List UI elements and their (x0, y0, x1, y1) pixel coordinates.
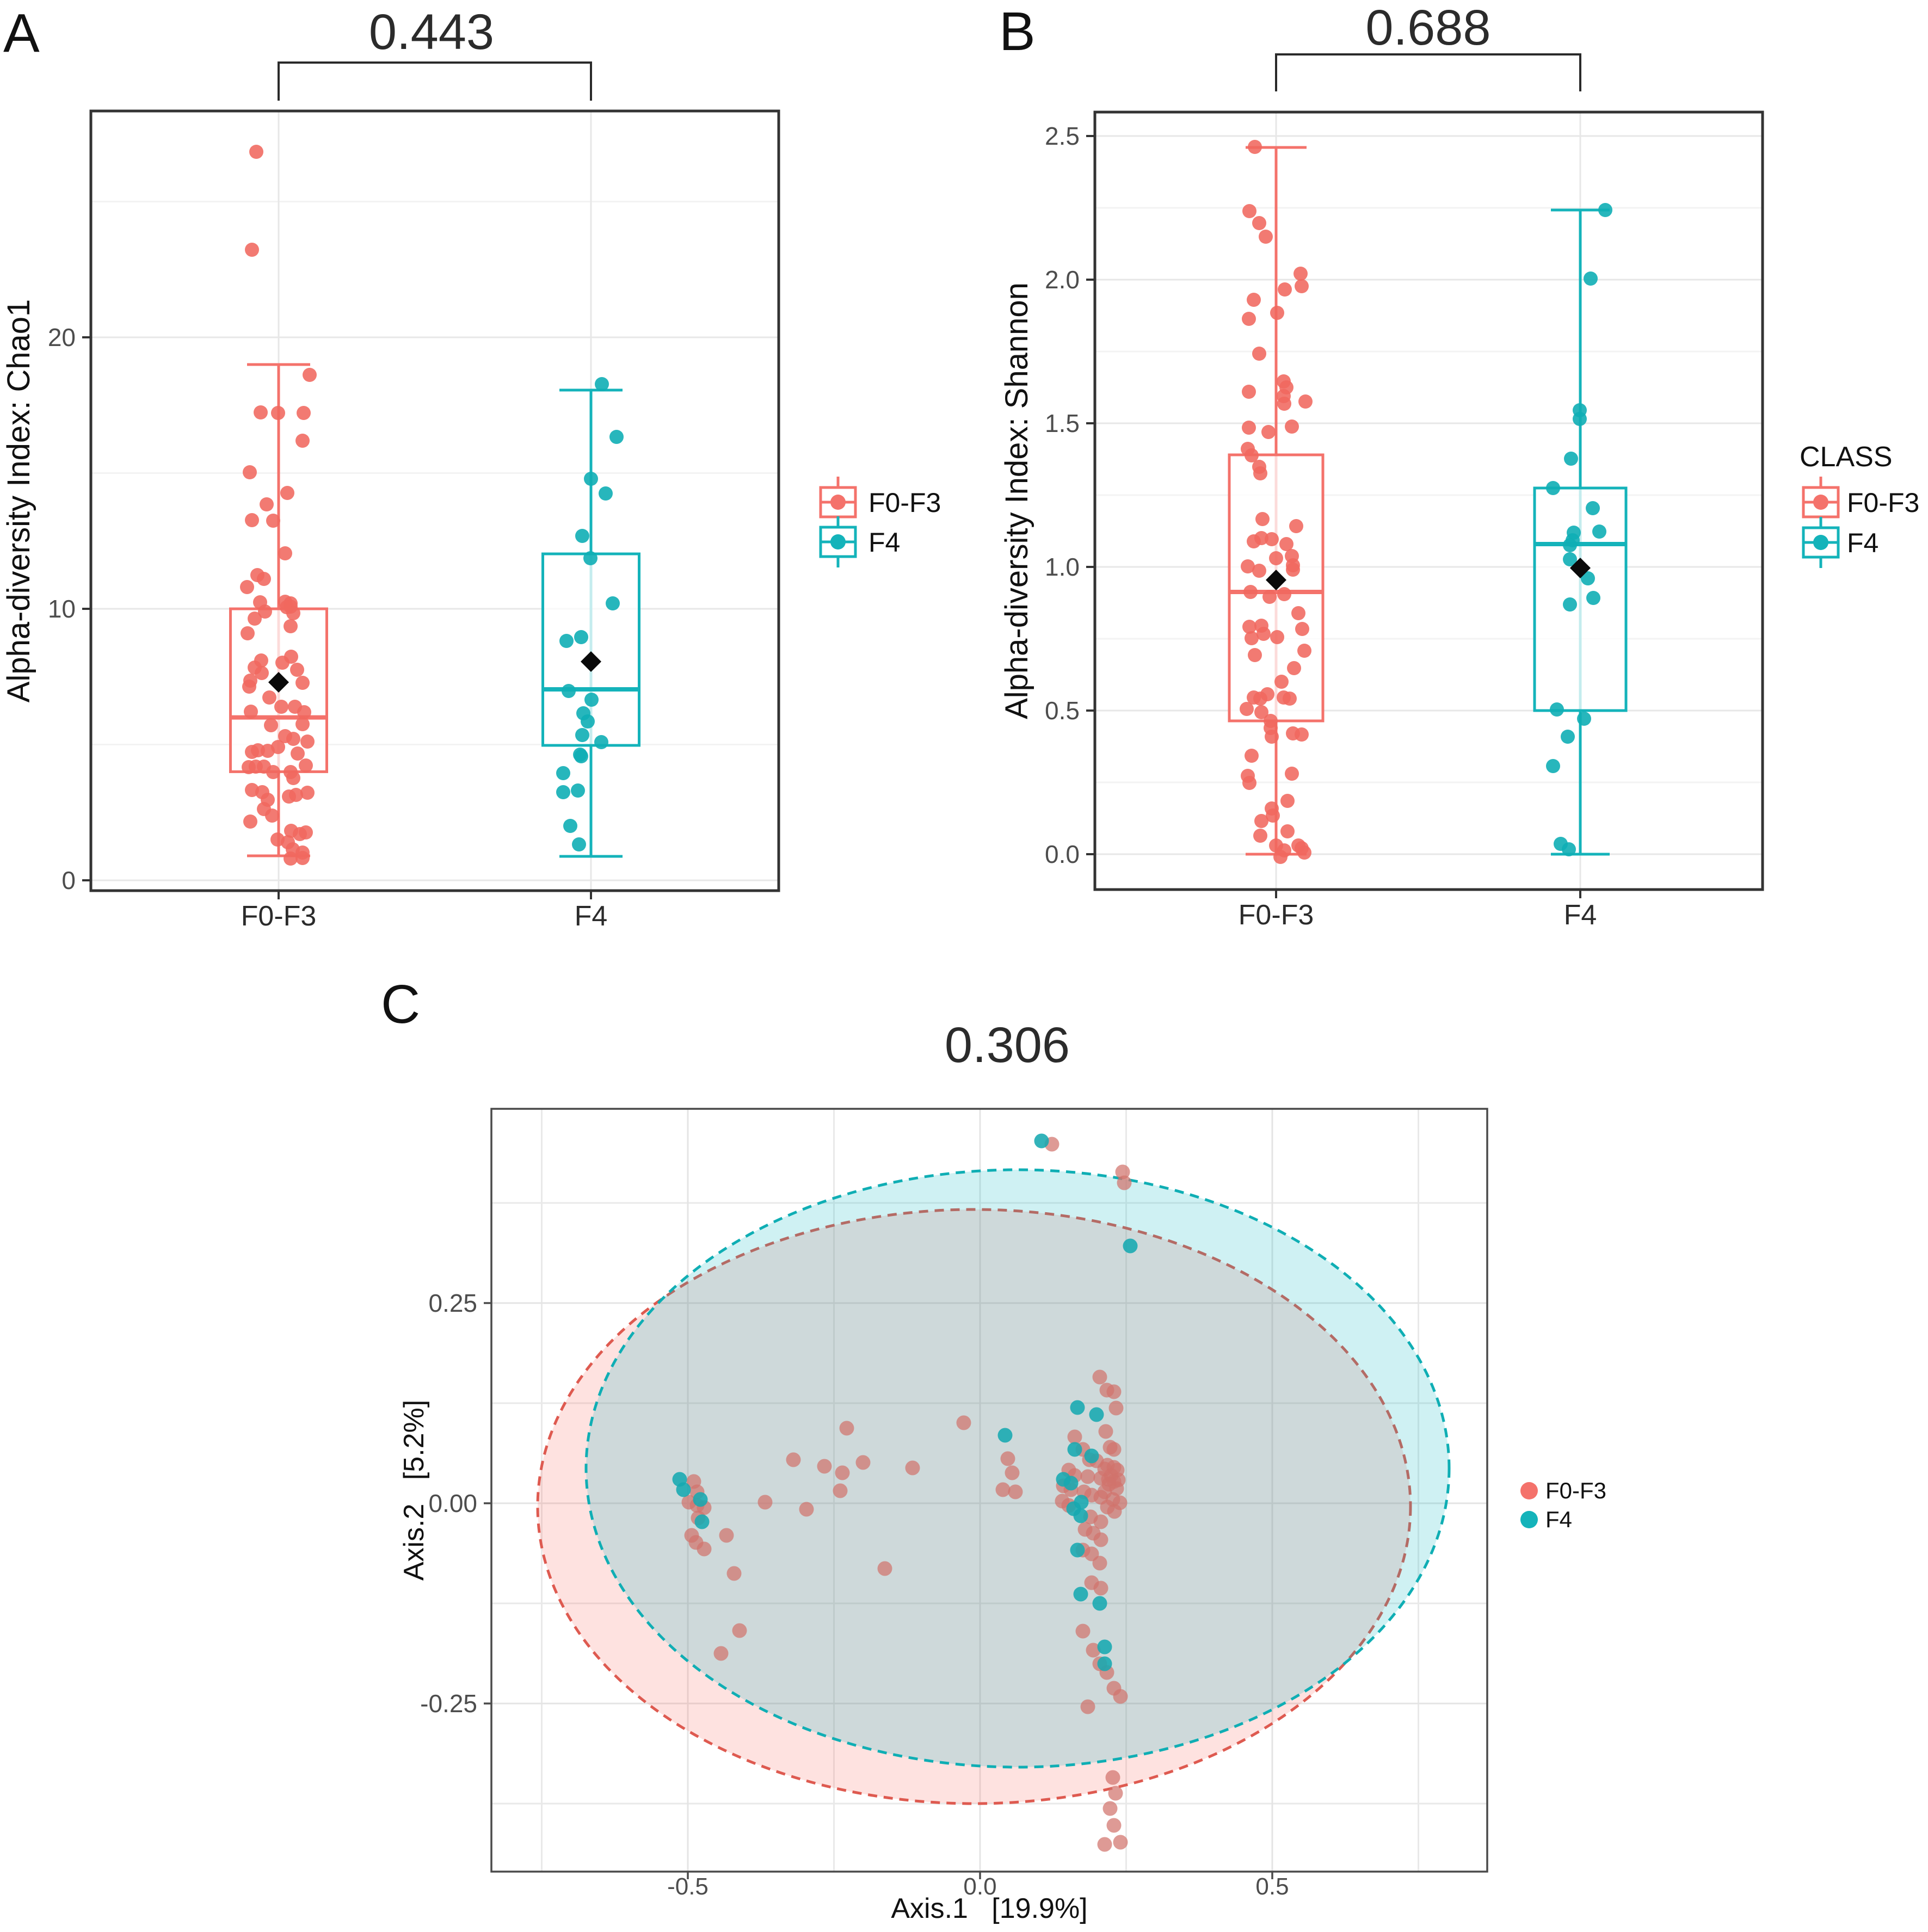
svg-text:0: 0 (61, 866, 76, 894)
svg-text:10: 10 (48, 595, 76, 623)
svg-text:CLASS: CLASS (1800, 441, 1893, 473)
svg-text:0.0: 0.0 (963, 1873, 996, 1900)
svg-text:0.00: 0.00 (428, 1489, 477, 1517)
svg-text:20: 20 (48, 323, 76, 351)
svg-text:F0-F3: F0-F3 (241, 900, 317, 932)
svg-text:C: C (381, 974, 420, 1035)
svg-text:Axis.1 [19.9%]: Axis.1 [19.9%] (891, 1893, 1087, 1924)
svg-text:F4: F4 (868, 527, 900, 558)
svg-text:0.306: 0.306 (945, 1017, 1070, 1073)
svg-text:0.0: 0.0 (1045, 840, 1080, 868)
svg-text:-0.5: -0.5 (667, 1873, 709, 1900)
svg-text:2.0: 2.0 (1045, 266, 1080, 294)
svg-text:Alpha-diversity Index: Shannon: Alpha-diversity Index: Shannon (999, 282, 1034, 719)
svg-text:1.5: 1.5 (1045, 409, 1080, 437)
svg-text:F4: F4 (1545, 1507, 1572, 1532)
svg-text:F4: F4 (575, 900, 608, 932)
svg-text:0.688: 0.688 (1365, 0, 1490, 55)
svg-text:B: B (999, 1, 1036, 62)
svg-text:A: A (3, 3, 40, 64)
svg-text:0.25: 0.25 (428, 1289, 477, 1317)
svg-text:F0-F3: F0-F3 (868, 487, 941, 518)
svg-text:F4: F4 (1847, 528, 1878, 558)
svg-text:Alpha-diversity Index: Chao1: Alpha-diversity Index: Chao1 (1, 299, 36, 703)
svg-text:Axis.2 [5.2%]: Axis.2 [5.2%] (398, 1400, 430, 1581)
svg-text:0.443: 0.443 (369, 4, 494, 60)
svg-text:F0-F3: F0-F3 (1239, 899, 1314, 931)
svg-text:1.0: 1.0 (1045, 553, 1080, 581)
svg-text:2.5: 2.5 (1045, 122, 1080, 150)
svg-text:F0-F3: F0-F3 (1847, 487, 1919, 518)
svg-text:F4: F4 (1564, 899, 1597, 931)
svg-text:0.5: 0.5 (1045, 696, 1080, 725)
svg-text:0.5: 0.5 (1255, 1873, 1289, 1900)
svg-text:-0.25: -0.25 (420, 1689, 477, 1718)
svg-text:F0-F3: F0-F3 (1545, 1478, 1606, 1503)
